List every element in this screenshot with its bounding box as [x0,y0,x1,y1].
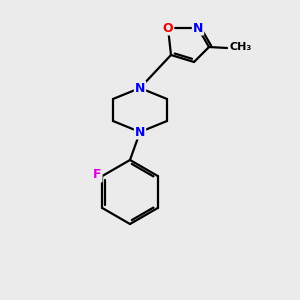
Text: N: N [193,22,203,34]
Text: CH₃: CH₃ [230,42,252,52]
Text: F: F [93,169,101,182]
Text: O: O [163,22,173,34]
Text: N: N [135,82,145,94]
Text: N: N [135,125,145,139]
